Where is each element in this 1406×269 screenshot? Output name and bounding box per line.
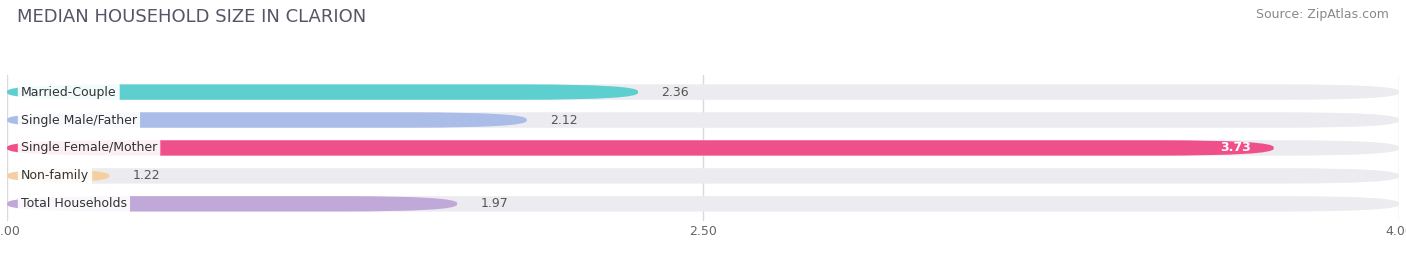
FancyBboxPatch shape <box>7 84 638 100</box>
Text: 2.36: 2.36 <box>661 86 689 98</box>
FancyBboxPatch shape <box>7 140 1399 156</box>
Text: Single Male/Father: Single Male/Father <box>21 114 136 126</box>
Text: 2.12: 2.12 <box>550 114 578 126</box>
Text: 3.73: 3.73 <box>1220 141 1250 154</box>
Text: Source: ZipAtlas.com: Source: ZipAtlas.com <box>1256 8 1389 21</box>
Text: Total Households: Total Households <box>21 197 127 210</box>
FancyBboxPatch shape <box>7 196 457 211</box>
Text: 1.22: 1.22 <box>132 169 160 182</box>
Text: Non-family: Non-family <box>21 169 89 182</box>
Text: MEDIAN HOUSEHOLD SIZE IN CLARION: MEDIAN HOUSEHOLD SIZE IN CLARION <box>17 8 366 26</box>
Text: Married-Couple: Married-Couple <box>21 86 117 98</box>
FancyBboxPatch shape <box>7 112 527 128</box>
FancyBboxPatch shape <box>0 168 122 183</box>
FancyBboxPatch shape <box>7 112 1399 128</box>
FancyBboxPatch shape <box>7 84 1399 100</box>
FancyBboxPatch shape <box>7 168 1399 183</box>
Text: Single Female/Mother: Single Female/Mother <box>21 141 157 154</box>
FancyBboxPatch shape <box>7 140 1274 156</box>
Text: 1.97: 1.97 <box>481 197 508 210</box>
FancyBboxPatch shape <box>7 196 1399 211</box>
